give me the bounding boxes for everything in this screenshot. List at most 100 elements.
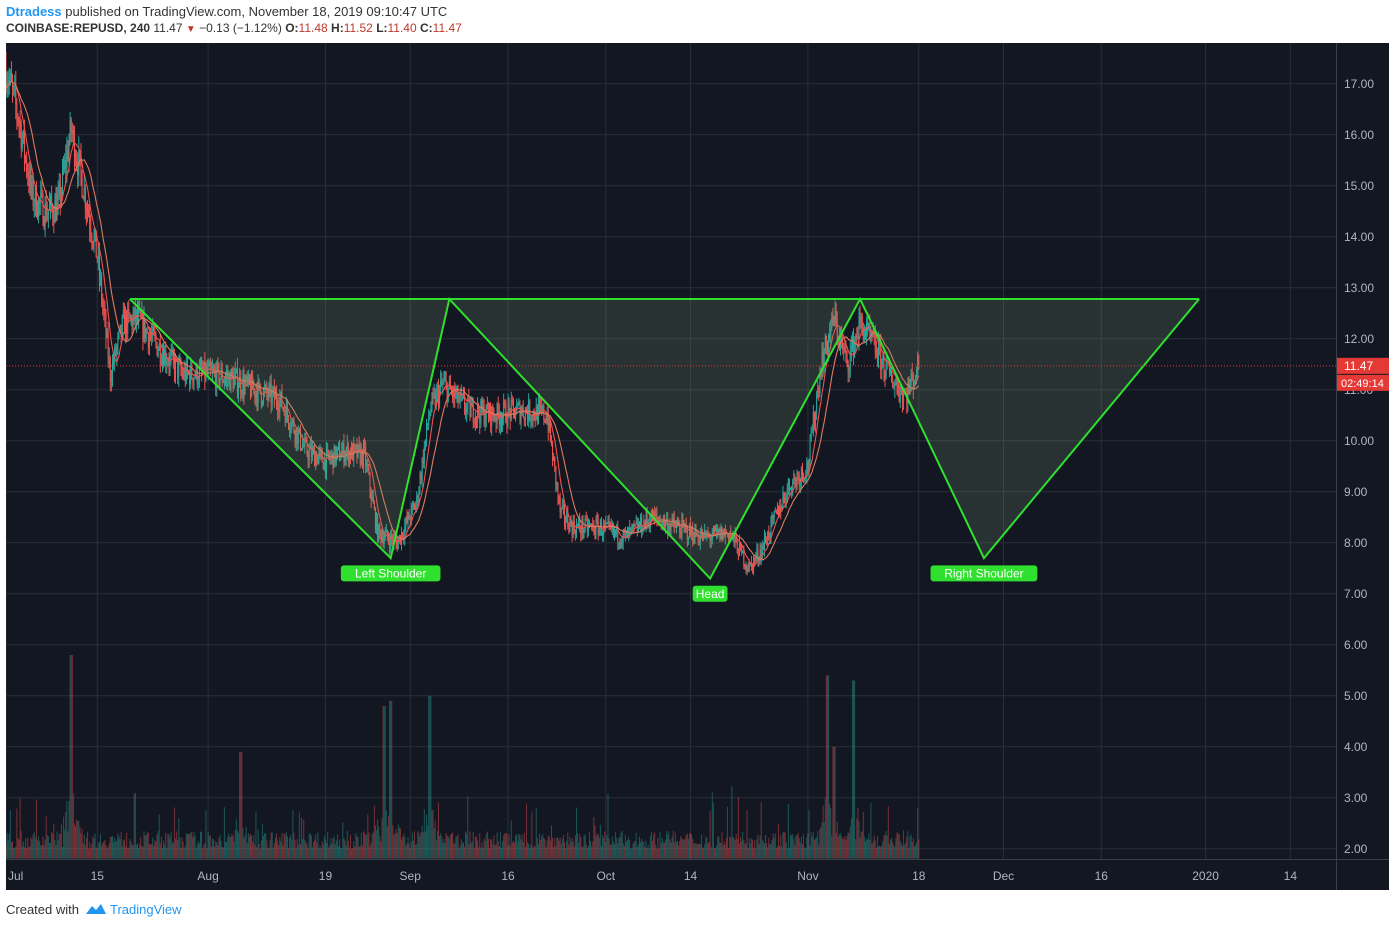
volume-bar xyxy=(72,793,74,859)
candle-body xyxy=(307,454,309,461)
candle-body xyxy=(284,411,286,423)
volume-bar xyxy=(23,847,25,859)
candle-body xyxy=(151,335,153,337)
candle-body xyxy=(679,526,681,533)
price-change: −0.13 (−1.12%) xyxy=(199,21,282,35)
volume-bar xyxy=(415,845,417,859)
volume-bar xyxy=(211,838,213,859)
candle-body xyxy=(358,444,360,447)
volume-bar xyxy=(185,833,187,859)
chart-area[interactable]: 17.0016.0015.0014.0013.0012.0011.0010.00… xyxy=(6,43,1389,890)
candle-body xyxy=(784,497,786,502)
candle-body xyxy=(296,428,298,444)
candle-body xyxy=(47,210,49,215)
volume-bar xyxy=(189,834,191,859)
volume-bar xyxy=(765,835,767,859)
volume-bar xyxy=(608,838,610,859)
volume-bar xyxy=(703,848,705,859)
candle-body xyxy=(645,513,647,526)
volume-bar xyxy=(742,831,744,859)
candle-body xyxy=(104,311,106,315)
volume-bar xyxy=(670,842,672,859)
candle-body xyxy=(518,402,520,404)
candle-body xyxy=(826,345,828,353)
volume-bar xyxy=(318,848,320,859)
volume-bar xyxy=(585,844,587,859)
chart-svg[interactable]: 17.0016.0015.0014.0013.0012.0011.0010.00… xyxy=(6,43,1389,890)
volume-bar xyxy=(658,848,660,859)
volume-bar xyxy=(303,819,305,859)
candle-body xyxy=(786,488,788,499)
volume-bar xyxy=(831,835,833,859)
candle-body xyxy=(542,405,544,411)
candle-body xyxy=(181,371,183,374)
volume-bar xyxy=(67,831,69,859)
candle-body xyxy=(9,73,11,80)
volume-bar xyxy=(688,833,690,859)
tradingview-brand[interactable]: TradingView xyxy=(110,902,182,917)
volume-bar xyxy=(901,845,903,859)
tradingview-logo-icon xyxy=(85,903,107,918)
publisher-name[interactable]: Dtradess xyxy=(6,4,62,19)
candle-body xyxy=(893,386,895,388)
volume-bar xyxy=(641,838,643,859)
volume-bar xyxy=(306,843,308,859)
volume-bar xyxy=(866,838,868,859)
volume-bar xyxy=(119,838,121,859)
volume-bar xyxy=(633,841,635,859)
candle-body xyxy=(193,377,195,384)
volume-bar xyxy=(334,844,336,859)
candle-body xyxy=(269,384,271,387)
candle-body xyxy=(490,404,492,427)
volume-bar xyxy=(486,831,488,859)
candle-body xyxy=(876,354,878,362)
volume-bar xyxy=(73,823,75,859)
candle-body xyxy=(290,428,292,431)
volume-bar xyxy=(811,836,813,859)
candle-body xyxy=(144,317,146,339)
candle-body xyxy=(57,193,59,201)
candle-body xyxy=(888,361,890,373)
volume-bar xyxy=(842,838,844,859)
candle-body xyxy=(360,449,362,464)
volume-bar xyxy=(435,840,437,859)
volume-bar xyxy=(510,820,512,859)
candle-body xyxy=(552,444,554,461)
candle-body xyxy=(817,388,819,397)
candle-body xyxy=(867,322,869,330)
volume-bar xyxy=(421,825,423,859)
candle-body xyxy=(613,529,615,533)
candle-body xyxy=(136,309,138,320)
volume-bar xyxy=(407,837,409,859)
y-tick-label: 5.00 xyxy=(1344,689,1368,703)
candle-body xyxy=(102,300,104,307)
candle-body xyxy=(424,439,426,447)
candle-body xyxy=(231,370,233,375)
candle-body xyxy=(575,525,577,536)
low-label: L: xyxy=(376,21,388,35)
volume-bar xyxy=(620,832,622,859)
volume-bar xyxy=(595,836,597,859)
candle-body xyxy=(747,568,749,571)
volume-bar xyxy=(593,817,595,859)
candle-body xyxy=(100,277,102,279)
candle-body xyxy=(572,521,574,536)
volume-bar xyxy=(35,799,37,859)
candle-body xyxy=(840,336,842,346)
candle-body xyxy=(527,413,529,420)
volume-bar xyxy=(834,746,836,859)
volume-bar xyxy=(656,848,658,859)
volume-bar xyxy=(285,832,287,859)
volume-bar xyxy=(236,830,238,859)
candle-body xyxy=(98,253,100,279)
volume-bar xyxy=(580,837,582,859)
volume-bar xyxy=(453,843,455,859)
candle-body xyxy=(514,408,516,419)
volume-bar xyxy=(904,844,906,859)
volume-bar xyxy=(309,833,311,859)
volume-bar xyxy=(81,828,83,859)
candle-body xyxy=(912,376,914,388)
volume-bar xyxy=(907,831,909,859)
volume-bar xyxy=(327,832,329,859)
volume-bar xyxy=(828,675,830,859)
